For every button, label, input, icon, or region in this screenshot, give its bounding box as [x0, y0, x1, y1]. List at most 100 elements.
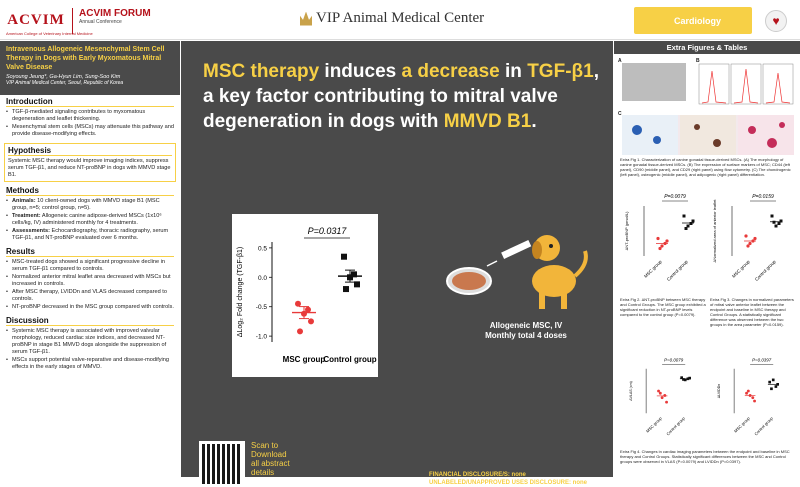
poster-header: ACVIM American College of Veterinary Int… — [0, 0, 800, 40]
list-item: MSC-treated dogs showed a significant pr… — [6, 259, 174, 273]
data-point — [301, 310, 307, 317]
data-point — [772, 220, 776, 224]
data-point — [779, 219, 783, 223]
data-point — [305, 306, 311, 313]
data-point — [770, 387, 773, 391]
qr-code[interactable] — [199, 441, 245, 487]
hypothesis-section: Hypothesis Systemic MSC therapy would im… — [4, 143, 176, 182]
x-tick-label: MSC group — [283, 355, 326, 364]
specialty-badge: Cardiology — [634, 7, 752, 34]
p-value-label: P=0.0397 — [752, 358, 772, 363]
x-tick-label: MSC group — [645, 415, 663, 433]
authors: Soyoung Jeung*, Ga-Hyun Lim, Sung-Soo Ki… — [6, 74, 121, 80]
p-value-label: P=0.0079 — [664, 194, 686, 200]
data-point — [663, 241, 667, 246]
y-axis-label: ΔNormalized area of anterior leaflet — [712, 199, 717, 263]
data-point — [683, 378, 687, 382]
fig1-caption: Extra Fig 1. Characterization of canine … — [620, 157, 791, 177]
list-item: MSCs support potential valve-reparative … — [6, 357, 174, 371]
y-tick-label: 0.5 — [258, 245, 267, 252]
data-point — [343, 286, 349, 293]
acvim-logo: ACVIM — [7, 11, 65, 28]
list-item: Animals: 10 client-owned dogs with MMVD … — [6, 198, 174, 212]
forum-title: ACVIM FORUM — [79, 8, 151, 19]
data-point — [660, 396, 664, 400]
data-point — [753, 399, 756, 403]
data-point — [768, 380, 771, 384]
discussion-heading: Discussion — [6, 316, 174, 326]
data-point — [746, 244, 750, 248]
list-item: Systemic MSC therapy is associated with … — [6, 328, 174, 356]
list-item: Assessments: Echocardiography, thoracic … — [6, 228, 174, 242]
data-point — [665, 239, 669, 243]
list-item: NT-proBNP decreased in the MSC group com… — [6, 304, 174, 311]
data-point — [748, 241, 752, 246]
center-panel: MSC therapy induces a decrease in TGF-β1… — [181, 41, 613, 487]
data-point — [691, 219, 695, 223]
tgf-chart-panel: ΔLog₂ Fold change (TGF-β1) 0.5 0.0 -0.5 -1.0… — [232, 214, 378, 377]
acvim-logo-sub: American College of Veterinary Internal … — [6, 31, 93, 36]
p-value-label: P=0.0317 — [308, 226, 348, 236]
x-tick-label: Control group — [323, 355, 376, 364]
mscs-morphology-image — [622, 63, 686, 101]
results-section: Results MSC-treated dogs showed a signif… — [0, 245, 180, 314]
x-tick-label: MSC group — [731, 259, 751, 279]
hypothesis-heading: Hypothesis — [8, 146, 172, 156]
panel-label-c: C — [618, 111, 622, 117]
intro-heading: Introduction — [6, 97, 174, 107]
forum-box: ACVIM FORUM Annual Conference — [72, 8, 172, 34]
leaflet-area-chart: ΔNormalized area of anterior leaflet MSC … — [708, 186, 794, 294]
p-value-label: P=0.0159 — [752, 194, 774, 200]
x-tick-label: Control group — [754, 259, 777, 282]
syringe-icon — [501, 239, 532, 259]
data-point — [744, 234, 748, 238]
data-point — [686, 224, 690, 228]
data-point — [770, 214, 774, 218]
institution: VIP Animal Medical Center, Seoul, Republ… — [6, 80, 124, 86]
data-point — [297, 328, 303, 335]
data-point — [684, 227, 688, 230]
panel-label-a: A — [618, 58, 622, 64]
vlas-chart: ΔVLAS (cm) MSC group Control group P=0.0079 — [620, 351, 706, 447]
data-point — [682, 214, 686, 218]
treatment-caption: Allogeneic MSC, IV Monthly total 4 doses — [485, 321, 567, 340]
forum-sub: Annual Conference — [79, 19, 122, 25]
discussion-section: Discussion Systemic MSC therapy is assoc… — [0, 314, 180, 374]
fig3-caption: Extra Fig 3. Changes in normalized param… — [710, 297, 794, 327]
differentiation-panel — [622, 115, 794, 155]
data-point — [682, 378, 685, 381]
data-point — [686, 377, 690, 381]
data-point — [295, 300, 301, 307]
data-point — [680, 376, 683, 379]
data-point — [347, 274, 353, 281]
data-point — [748, 394, 752, 397]
tgf-scatter-chart: ΔLog₂ Fold change (TGF-β1) 0.5 0.0 -0.5 -1.0… — [237, 226, 377, 364]
scan-text[interactable]: Scan to Download all abstract details — [251, 441, 290, 477]
fig4-caption: Extra Fig 4. Changes in cardiac imaging … — [620, 449, 790, 464]
data-point — [751, 396, 755, 400]
y-axis-label: ΔNT-proBNP (pmol/L) — [624, 211, 629, 250]
intro-section: Introduction TGF-β-mediated signaling co… — [0, 95, 180, 141]
extra-figures-header: Extra Figures & Tables — [614, 41, 800, 54]
data-point — [660, 244, 664, 248]
data-point — [771, 378, 775, 382]
dog-illustration — [446, 235, 588, 309]
panel-label-b: B — [696, 58, 700, 64]
data-point — [658, 246, 662, 251]
y-tick-label: -1.0 — [256, 334, 268, 341]
y-tick-label: 0.0 — [258, 275, 267, 282]
right-column: Extra Figures & Tables A B C Extra Fig 1… — [614, 41, 800, 477]
data-point — [354, 281, 360, 288]
center-brand-text: VIP Animal Medical Center — [316, 10, 485, 26]
data-point — [351, 271, 357, 278]
data-point — [658, 391, 662, 395]
list-item: Normalized anterior mitral leaflet area … — [6, 274, 174, 288]
center-brand: VIP Animal Medical Center — [300, 10, 484, 27]
list-item: After MSC therapy, LVIDDn and VLAS decre… — [6, 289, 174, 303]
y-tick-label: -0.5 — [256, 304, 268, 311]
data-point — [665, 400, 668, 404]
x-tick-label: Control group — [665, 415, 686, 436]
data-point — [663, 394, 667, 397]
data-point — [751, 239, 755, 243]
data-point — [746, 389, 750, 393]
